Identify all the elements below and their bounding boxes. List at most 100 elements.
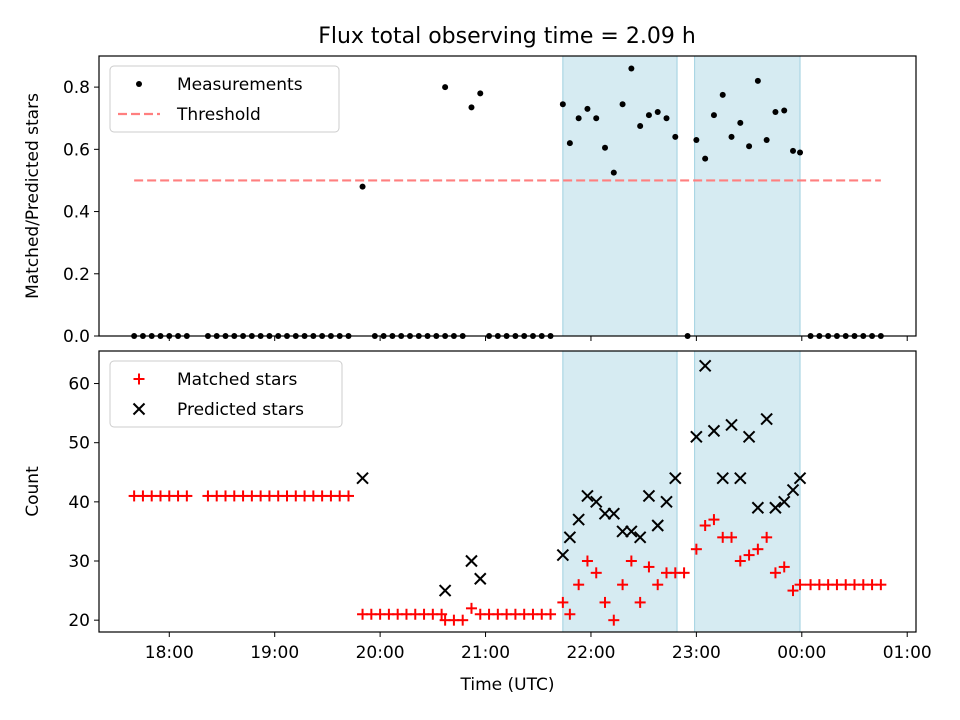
y-tick-label: 0.0 <box>63 327 90 347</box>
x-b <box>642 489 656 503</box>
x-b <box>660 495 673 509</box>
measurement-point <box>359 183 366 190</box>
matched-star-marker <box>769 567 781 579</box>
measurement-point <box>710 112 717 119</box>
matched-star-marker <box>545 608 557 620</box>
x-axis-label: Time (UTC) <box>460 675 555 695</box>
predicted-star-marker <box>760 412 773 426</box>
x-b <box>690 430 703 443</box>
measurement-point <box>693 137 700 143</box>
measurement-point <box>468 104 475 111</box>
x-tick-label: 20:00 <box>356 643 405 663</box>
y-tick-label: 30 <box>68 552 90 572</box>
predicted-star-marker <box>581 489 594 503</box>
matched-star-marker <box>643 561 655 573</box>
predicted-star-marker <box>698 359 712 372</box>
x-b <box>607 507 621 520</box>
predicted-star-marker <box>590 495 603 509</box>
x-tick-label: 22:00 <box>566 643 615 663</box>
measurement-point <box>584 105 591 112</box>
measurement-point <box>593 115 600 122</box>
measurement-point <box>781 107 788 114</box>
matched-star-marker <box>573 579 585 591</box>
measurement-point <box>663 115 670 122</box>
x-tick-label: 18:00 <box>145 643 194 663</box>
predicted-star-marker <box>751 501 765 514</box>
x-b <box>793 471 807 485</box>
y-tick-label: 0.4 <box>63 203 90 223</box>
measurement-point <box>797 149 804 156</box>
x-b <box>356 471 369 485</box>
matched-star-marker <box>436 608 448 620</box>
matched-star-marker <box>342 490 354 502</box>
legend-label: Matched stars <box>177 370 297 390</box>
predicted-star-marker <box>660 495 673 509</box>
x-tick-label: 23:00 <box>672 643 721 663</box>
matched-star-marker <box>794 579 806 591</box>
x-b <box>465 554 478 568</box>
predicted-star-marker <box>556 548 570 562</box>
predicted-star-marker <box>707 424 721 438</box>
measurement-point <box>719 91 726 98</box>
measurement-point <box>737 119 744 126</box>
x-tick-label: 01:00 <box>883 643 932 663</box>
measurement-point <box>763 137 770 143</box>
predicted-star-marker <box>734 471 747 485</box>
x-b <box>786 483 800 497</box>
measurement-point <box>628 65 635 72</box>
x-b <box>556 548 570 562</box>
y-axis-label: Matched/Predicted stars <box>23 93 43 299</box>
x-b <box>633 531 647 544</box>
y-tick-label: 40 <box>68 493 90 513</box>
measurement-point <box>728 133 735 140</box>
predicted-star-marker <box>742 430 756 443</box>
measurement-point <box>602 144 609 151</box>
matched-star-marker <box>181 490 193 502</box>
matched-star-marker <box>465 602 477 614</box>
predicted-star-marker <box>793 471 807 485</box>
matched-star-marker <box>726 531 738 543</box>
measurement-point <box>645 112 652 119</box>
x-tick-label: 00:00 <box>777 643 826 663</box>
predicted-star-marker <box>625 525 638 538</box>
matched-star-marker <box>617 579 629 591</box>
matched-star-marker <box>457 614 469 626</box>
measurement-point <box>746 143 753 150</box>
x-b <box>716 471 729 485</box>
x-tick-label: 21:00 <box>461 643 510 663</box>
predicted-star-marker <box>633 531 647 544</box>
matched-star-marker <box>761 531 773 543</box>
legend-box <box>109 360 343 428</box>
x-tick-label: 19:00 <box>250 643 299 663</box>
legend-label: Threshold <box>176 105 261 125</box>
x-b <box>590 495 603 509</box>
predicted-star-marker <box>474 572 487 585</box>
x-b <box>769 501 782 514</box>
y-tick-label: 0.2 <box>63 265 90 285</box>
x-b <box>760 412 773 426</box>
measurement-point <box>754 77 761 84</box>
matched-star-marker <box>634 596 646 608</box>
y-tick-label: 60 <box>68 375 90 395</box>
predicted-star-marker <box>356 471 369 485</box>
predicted-star-marker <box>725 418 738 432</box>
legend-label: Predicted stars <box>177 400 304 420</box>
x-b <box>625 525 638 538</box>
predicted-star-marker <box>690 430 703 443</box>
matched-star-marker <box>875 579 887 591</box>
measurement-point <box>477 90 484 97</box>
legend-box <box>109 65 340 133</box>
matched-star-marker <box>652 579 664 591</box>
matched-star-marker <box>708 514 720 526</box>
chart-title: Flux total observing time = 2.09 h <box>318 24 696 49</box>
measurement-point <box>637 123 644 129</box>
shaded-interval <box>694 350 801 633</box>
x-b <box>707 424 721 438</box>
predicted-star-marker <box>598 507 612 520</box>
x-b <box>572 513 585 526</box>
matched-star-marker <box>608 614 620 626</box>
matched-star-marker <box>734 555 746 567</box>
legend: Measurements Threshold <box>109 65 340 133</box>
matched-star-marker <box>590 567 602 579</box>
